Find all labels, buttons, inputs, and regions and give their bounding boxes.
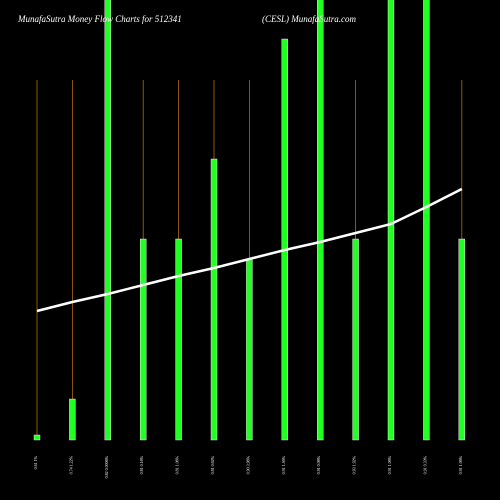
x-tick-label: 0.82 0.0006%	[104, 455, 109, 478]
bar	[33, 434, 41, 441]
x-tick-label: 0.91 1.56%	[281, 455, 286, 474]
x-tick-label: 0.91 1.06%	[458, 455, 463, 474]
x-tick-label: 0.91 0.06%	[316, 455, 321, 474]
bar	[458, 238, 465, 441]
bar	[69, 398, 76, 441]
line	[36, 187, 463, 313]
bar	[387, 0, 395, 441]
x-tick-label: 0.61 1%	[33, 455, 38, 469]
bar	[423, 0, 430, 441]
chart-title: MunafaSutra Money Flow Charts for 512341	[17, 14, 182, 24]
x-tick-label: 0.93 1.92%	[352, 455, 357, 474]
chart-subtitle: (CESL) MunafaSutra.com	[262, 14, 356, 24]
plot: 0.61 1% 0.74 1.22% 0.82 0.0006% 0.81 0.16% 0…	[33, 0, 465, 478]
x-tick-label: 0.74 1.22%	[68, 455, 73, 474]
x-tick-label: 0.91 1.06%	[387, 455, 392, 474]
bar	[139, 238, 147, 441]
bar	[210, 158, 218, 441]
bar	[352, 238, 359, 441]
x-tick-label: 0.81 0.16%	[139, 455, 144, 474]
bar	[281, 38, 288, 441]
x-tick-label: 0.90 3.96%	[245, 455, 250, 474]
x-tick-label: 0.91 0.33%	[422, 455, 427, 474]
x-tick-label: 0.81 1.06%	[175, 455, 180, 474]
bar	[246, 258, 253, 441]
bar	[175, 238, 182, 441]
bar	[317, 0, 324, 441]
bar	[104, 0, 112, 441]
x-tick-label: 0.81 0.62%	[210, 455, 215, 474]
